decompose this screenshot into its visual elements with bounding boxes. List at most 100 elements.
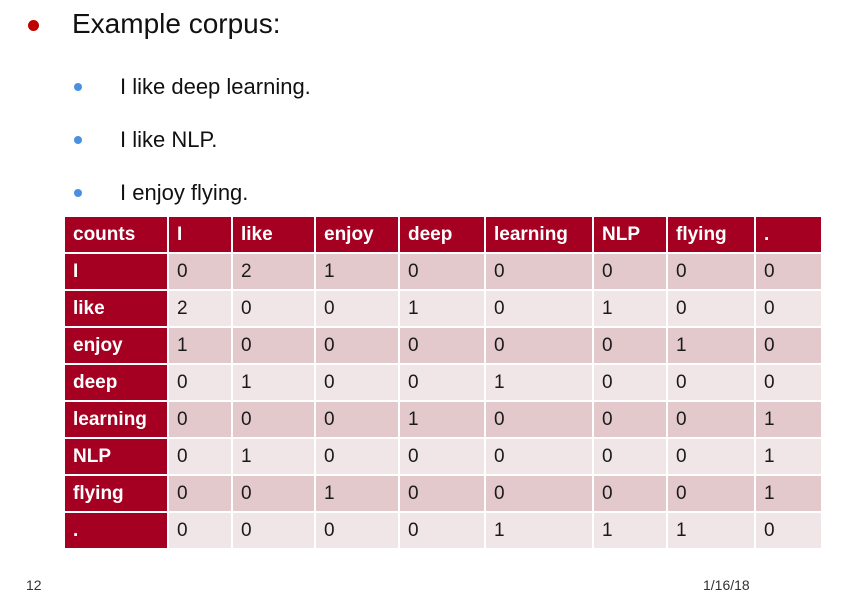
row-header: like <box>65 291 167 326</box>
table-cell: 0 <box>594 439 666 474</box>
table-cell: 1 <box>316 254 398 289</box>
slide-title: Example corpus: <box>28 8 281 40</box>
table-cell: 0 <box>756 365 821 400</box>
bullet-dot-icon <box>74 82 82 91</box>
column-header: enjoy <box>316 217 398 252</box>
table-cell: 0 <box>486 402 592 437</box>
table-cell: 1 <box>594 513 666 548</box>
table-cell: 1 <box>316 476 398 511</box>
table-cell: 0 <box>486 254 592 289</box>
table-row: deep 0 1 0 0 1 0 0 0 <box>65 365 821 400</box>
table-cell: 0 <box>486 291 592 326</box>
list-item: I like NLP. <box>72 113 311 166</box>
table-row: learning 0 0 0 1 0 0 0 1 <box>65 402 821 437</box>
row-header: deep <box>65 365 167 400</box>
table-cell: 0 <box>169 439 231 474</box>
table-cell: 1 <box>756 439 821 474</box>
table-cell: 0 <box>169 402 231 437</box>
table-cell: 0 <box>756 513 821 548</box>
list-item: I like deep learning. <box>72 60 311 113</box>
sentence-list: I like deep learning. I like NLP. I enjo… <box>72 60 311 219</box>
sentence-text: I like NLP. <box>120 126 218 152</box>
table-cell: 0 <box>233 402 314 437</box>
table-cell: 1 <box>594 291 666 326</box>
table-cell: 0 <box>594 328 666 363</box>
table-cell: 0 <box>169 365 231 400</box>
table-cell: 0 <box>316 439 398 474</box>
table-cell: 0 <box>233 291 314 326</box>
table-cell: 0 <box>486 328 592 363</box>
table-cell: 0 <box>668 439 754 474</box>
table-cell: 0 <box>400 365 484 400</box>
table-cell: 0 <box>316 291 398 326</box>
table-cell: 0 <box>233 328 314 363</box>
table-cell: 0 <box>668 365 754 400</box>
table-cell: 2 <box>169 291 231 326</box>
table-cell: 0 <box>169 476 231 511</box>
table-cell: 0 <box>316 513 398 548</box>
table-cell: 0 <box>486 439 592 474</box>
table-cell: 0 <box>169 513 231 548</box>
table-row: flying 0 0 1 0 0 0 0 1 <box>65 476 821 511</box>
table-row: enjoy 1 0 0 0 0 0 1 0 <box>65 328 821 363</box>
row-header: flying <box>65 476 167 511</box>
slide-date: 1/16/18 <box>703 577 750 593</box>
table-cell: 0 <box>668 254 754 289</box>
table-cell: 0 <box>486 476 592 511</box>
table-row: NLP 0 1 0 0 0 0 0 1 <box>65 439 821 474</box>
bullet-dot-icon <box>74 135 82 144</box>
table-cell: 0 <box>668 291 754 326</box>
column-header: I <box>169 217 231 252</box>
table-row: I 0 2 1 0 0 0 0 0 <box>65 254 821 289</box>
table-cell: 0 <box>594 402 666 437</box>
title-text: Example corpus: <box>72 8 281 39</box>
column-header: deep <box>400 217 484 252</box>
table-cell: 1 <box>756 476 821 511</box>
table-cell: 1 <box>400 402 484 437</box>
table-cell: 0 <box>316 402 398 437</box>
column-header: . <box>756 217 821 252</box>
table-row: like 2 0 0 1 0 1 0 0 <box>65 291 821 326</box>
table-cell: 1 <box>233 439 314 474</box>
table-cell: 0 <box>756 328 821 363</box>
row-header: learning <box>65 402 167 437</box>
table-cell: 0 <box>668 476 754 511</box>
table-cell: 0 <box>400 476 484 511</box>
table-corner-cell: counts <box>65 217 167 252</box>
table-cell: 0 <box>594 254 666 289</box>
table-cell: 1 <box>756 402 821 437</box>
table-cell: 1 <box>169 328 231 363</box>
table-cell: 0 <box>169 254 231 289</box>
list-item: I enjoy flying. <box>72 166 311 219</box>
sentence-text: I like deep learning. <box>120 73 311 99</box>
table-cell: 1 <box>668 328 754 363</box>
bullet-dot-icon <box>74 188 82 197</box>
table-cell: 0 <box>400 513 484 548</box>
column-header: flying <box>668 217 754 252</box>
table-row: . 0 0 0 0 1 1 1 0 <box>65 513 821 548</box>
table-cell: 2 <box>233 254 314 289</box>
table-cell: 0 <box>400 439 484 474</box>
table-cell: 0 <box>594 476 666 511</box>
column-header: like <box>233 217 314 252</box>
row-header: . <box>65 513 167 548</box>
table-cell: 0 <box>400 328 484 363</box>
sentence-text: I enjoy flying. <box>120 179 249 205</box>
table-cell: 1 <box>668 513 754 548</box>
bullet-dot-icon <box>28 19 39 31</box>
column-header: learning <box>486 217 592 252</box>
table-cell: 1 <box>486 513 592 548</box>
table-cell: 1 <box>400 291 484 326</box>
cooccurrence-table: counts I like enjoy deep learning NLP fl… <box>63 215 823 550</box>
table-cell: 0 <box>756 254 821 289</box>
table-cell: 0 <box>756 291 821 326</box>
slide-number: 12 <box>26 577 42 593</box>
table-cell: 0 <box>668 402 754 437</box>
column-header: NLP <box>594 217 666 252</box>
table-cell: 0 <box>233 476 314 511</box>
table-cell: 1 <box>233 365 314 400</box>
table-cell: 0 <box>316 365 398 400</box>
row-header: NLP <box>65 439 167 474</box>
table-cell: 0 <box>400 254 484 289</box>
table-cell: 0 <box>233 513 314 548</box>
